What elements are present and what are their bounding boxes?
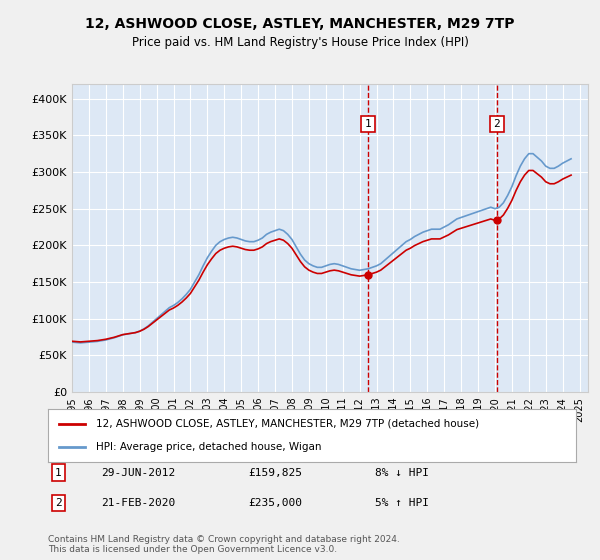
Text: 12, ASHWOOD CLOSE, ASTLEY, MANCHESTER, M29 7TP (detached house): 12, ASHWOOD CLOSE, ASTLEY, MANCHESTER, M… [95, 419, 479, 429]
Text: Price paid vs. HM Land Registry's House Price Index (HPI): Price paid vs. HM Land Registry's House … [131, 36, 469, 49]
Text: 1: 1 [365, 119, 371, 129]
Text: 2: 2 [55, 498, 62, 508]
Text: 29-JUN-2012: 29-JUN-2012 [101, 468, 175, 478]
Text: 2: 2 [494, 119, 500, 129]
Text: 5% ↑ HPI: 5% ↑ HPI [376, 498, 430, 508]
Text: 21-FEB-2020: 21-FEB-2020 [101, 498, 175, 508]
Text: 12, ASHWOOD CLOSE, ASTLEY, MANCHESTER, M29 7TP: 12, ASHWOOD CLOSE, ASTLEY, MANCHESTER, M… [85, 17, 515, 31]
Text: HPI: Average price, detached house, Wigan: HPI: Average price, detached house, Wiga… [95, 442, 321, 452]
Text: £159,825: £159,825 [248, 468, 302, 478]
Text: £235,000: £235,000 [248, 498, 302, 508]
Text: 1: 1 [55, 468, 62, 478]
Text: 8% ↓ HPI: 8% ↓ HPI [376, 468, 430, 478]
Text: Contains HM Land Registry data © Crown copyright and database right 2024.
This d: Contains HM Land Registry data © Crown c… [48, 535, 400, 554]
